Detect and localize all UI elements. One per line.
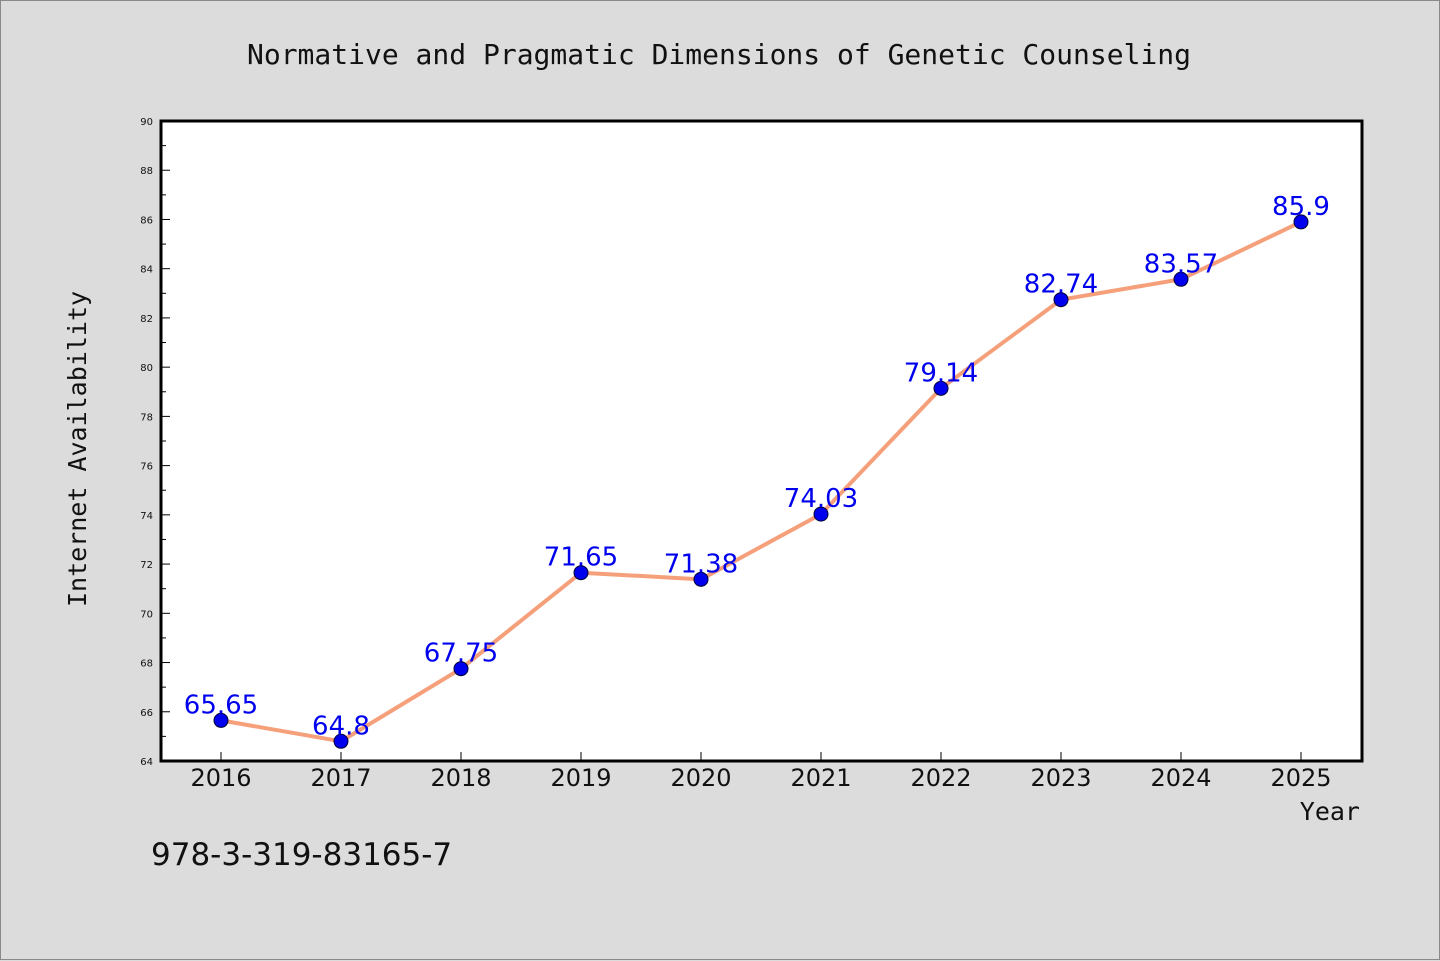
chart-title: Normative and Pragmatic Dimensions of Ge… [247, 38, 1191, 71]
data-label: 65.65 [184, 690, 258, 720]
x-tick-label: 2017 [310, 764, 371, 792]
x-tick-label: 2016 [190, 764, 251, 792]
data-point-marker [813, 506, 829, 522]
y-tick-label: 74 [140, 511, 153, 522]
x-tick-label: 2018 [430, 764, 491, 792]
y-tick-label: 68 [140, 659, 153, 670]
x-tick-label: 2023 [1030, 764, 1091, 792]
data-point-marker [1293, 214, 1309, 230]
data-label: 85.9 [1272, 192, 1330, 222]
data-label: 64.8 [312, 711, 370, 741]
data-label: 74.03 [784, 484, 858, 514]
y-tick-label: 90 [140, 117, 153, 128]
data-point-marker [1173, 271, 1189, 287]
y-tick-label: 72 [140, 560, 153, 571]
x-tick-label: 2019 [550, 764, 611, 792]
y-tick-label: 86 [140, 215, 153, 226]
x-tick-label: 2020 [670, 764, 731, 792]
x-tick-label: 2021 [790, 764, 851, 792]
series-line [220, 220, 1302, 744]
data-label: 71.65 [544, 543, 618, 573]
y-tick-label: 76 [140, 462, 153, 473]
data-point-marker [933, 380, 949, 396]
data-point-marker [213, 712, 229, 728]
y-tick-label: 88 [140, 166, 153, 177]
data-label: 71.38 [664, 549, 738, 579]
y-tick-label: 78 [140, 412, 153, 423]
y-axis: 64 66 68 70 72 74 76 78 80 82 84 86 88 90 [140, 117, 170, 768]
y-tick-label: 70 [140, 609, 153, 620]
y-tick-label: 82 [140, 314, 153, 325]
isbn-footer: 978-3-319-83165-7 [151, 837, 452, 873]
y-axis-title: Internet Availability [63, 291, 92, 607]
x-tick-label: 2024 [1150, 764, 1211, 792]
plot-area [159, 119, 1364, 763]
x-axis: 2016 2017 2018 2019 2020 2021 2022 2023 2024 2025 [190, 752, 1332, 792]
y-tick-label: 80 [140, 363, 153, 374]
data-label: 67.75 [424, 639, 498, 669]
data-point-marker [693, 571, 709, 587]
data-point-marker [1053, 292, 1069, 308]
data-label: 83.57 [1144, 249, 1218, 279]
y-tick-label: 84 [140, 265, 153, 276]
data-label: 79.14 [904, 358, 978, 388]
y-tick-label: 66 [140, 708, 153, 719]
data-point-marker [333, 733, 349, 749]
data-label: 82.74 [1024, 270, 1098, 300]
x-tick-label: 2025 [1270, 764, 1331, 792]
data-point-marker [573, 565, 589, 581]
data-point-marker [453, 661, 469, 677]
x-axis-title: Year [1300, 797, 1360, 826]
y-tick-label: 64 [140, 757, 153, 768]
x-tick-label: 2022 [910, 764, 971, 792]
series-group: 65.65 64.8 67.75 71.65 71.38 74.03 79.14 82.74 8… [184, 192, 1330, 749]
